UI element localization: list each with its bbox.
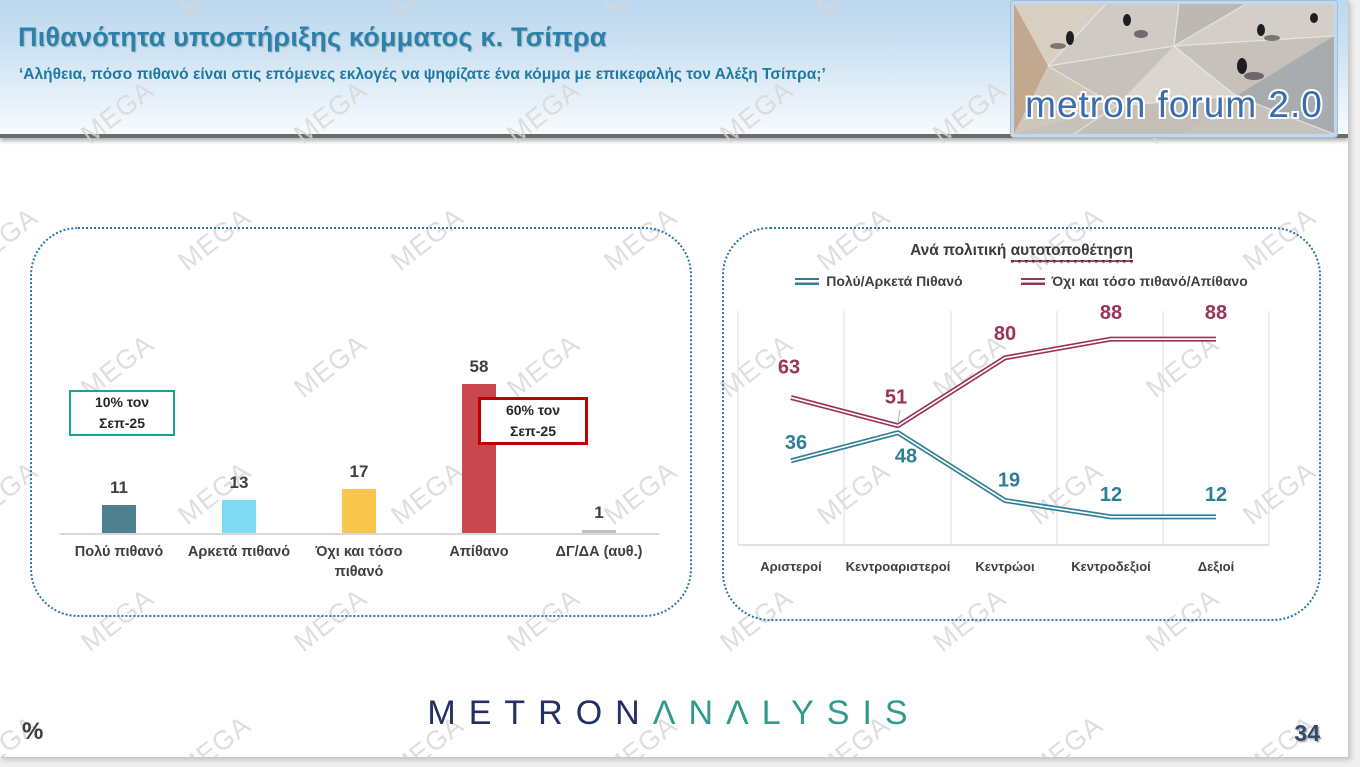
point-label-s0-4: 12 (1205, 484, 1227, 506)
bar-value-0: 11 (110, 478, 128, 497)
callout-line2: Σεπ-25 (99, 415, 145, 431)
point-label-s1-2: 80 (994, 323, 1016, 345)
bar-1 (222, 500, 256, 533)
metron-analysis-logo: METRONΛNΛLYSIS (0, 694, 1348, 733)
point-label-s1-3: 88 (1100, 302, 1122, 324)
x-axis (59, 533, 659, 535)
callout-line1: 60% τον (505, 402, 561, 418)
line-series-1 (790, 336, 1216, 429)
bar-value-2: 17 (349, 462, 369, 481)
line-category-4: Δεξιοί (1197, 559, 1235, 574)
percent-indicator: % (22, 718, 44, 745)
brand-metron: METRON (427, 694, 653, 732)
bar-0 (102, 505, 136, 533)
legend: Πολύ/Αρκετά Πιθανό Όχι και τόσο πιθανό/Απ… (724, 273, 1319, 289)
page-title: Πιθανότητα υποστήριξης κόμματος κ. Τσίπρ… (18, 22, 607, 52)
line-category-3: Κεντροδεξιοί (1071, 559, 1151, 574)
metron-forum-logo: metron forum 2.0 (1011, 1, 1337, 137)
legend-item-0: Πολύ/Αρκετά Πιθανό (795, 273, 963, 289)
point-label-s0-3: 12 (1100, 484, 1122, 506)
point-label-s0-0: 36 (785, 432, 807, 454)
brand-analysis: ΛNΛLYSIS (652, 694, 921, 732)
legend-label-1: Όχι και τόσο πιθανό/Απίθανο (1051, 273, 1248, 289)
legend-marker-0 (795, 277, 820, 285)
question-subtitle: ‘Αλήθεια, πόσο πιθανό είναι στις επόμενε… (19, 66, 826, 83)
point-label-s1-4: 88 (1205, 302, 1227, 324)
point-label-s1-0: 63 (778, 357, 800, 379)
point-label-s1-1: 51 (885, 387, 907, 409)
bar-value-3: 58 (469, 357, 489, 376)
callout-line2: Σεπ-25 (510, 423, 556, 439)
bar-category-4: ΔΓ/ΔΑ (αυθ.) (555, 544, 643, 560)
point-label-s0-2: 19 (998, 470, 1020, 492)
line-chart-title-prefix: Ανά πολιτική (910, 242, 1011, 259)
line-chart-title: Ανά πολιτική αυτοτοποθέτηση (724, 242, 1319, 262)
aerial-photo: metron forum 2.0 (1014, 4, 1334, 134)
line-chart-title-underlined: αυτοτοποθέτηση (1010, 242, 1133, 262)
bar-value-1: 13 (229, 473, 249, 492)
line-chart-panel: Ανά πολιτική αυτοτοποθέτηση Πολύ/Αρκετά … (722, 227, 1321, 621)
legend-label-0: Πολύ/Αρκετά Πιθανό (826, 273, 963, 289)
slide: MEGA MEGA MEGA MEGA MEGA MEGA MEGA MEGA MEGA MEGA… (0, 0, 1348, 757)
people-silhouettes (1050, 13, 1318, 80)
legend-marker-1 (1020, 277, 1045, 285)
bar-category-1: Αρκετά πιθανό (187, 544, 291, 560)
legend-item-1: Όχι και τόσο πιθανό/Απίθανο (1020, 273, 1248, 289)
line-chart: 36 48 19 12 12 63 51 80 88 88 Αριστεροί Κεντροαριστ… (724, 229, 1319, 619)
line-chart-plot: 36 48 19 12 12 63 51 80 88 88 (737, 302, 1270, 546)
point-label-s0-1: 48 (895, 446, 917, 468)
bar-chart-panel: 11 Πολύ πιθανό 13 Αρκετά πιθανό 17 Όχι και τό… (30, 227, 692, 617)
bar-2 (342, 489, 376, 533)
line-category-1: Κεντροαριστεροί (845, 559, 951, 574)
bar-value-4: 1 (594, 503, 604, 522)
line-category-0: Αριστεροί (760, 559, 822, 574)
line-category-2: Κεντρώοι (975, 559, 1035, 574)
bar-category-0: Πολύ πιθανό (74, 544, 164, 560)
bar-category-2: Όχι και τόσο πιθανό (315, 544, 403, 580)
bar-category-3: Απίθανο (449, 544, 509, 560)
page-number: 34 (1294, 720, 1320, 746)
callout-sep25-previous: 10% τον Σεπ-25 (69, 390, 175, 436)
metron-forum-text: metron forum 2.0 (1025, 84, 1323, 125)
bar-4 (582, 530, 616, 533)
callout-line1: 10% τον (94, 394, 150, 410)
callout-sep25-unlikely: 60% τον Σεπ-25 (478, 397, 588, 445)
